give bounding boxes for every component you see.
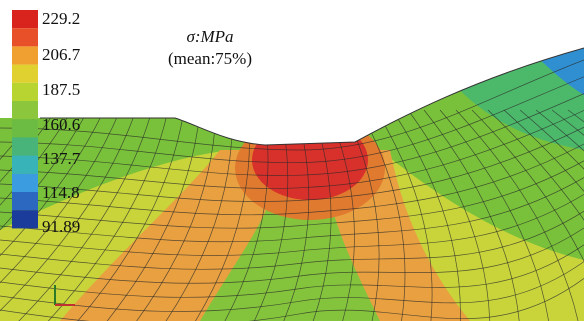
unit-annotation: σ:MPa xyxy=(186,27,233,46)
page: {"legend": {"labels": ["229.2", "206.7",… xyxy=(0,0,584,321)
legend-swatch xyxy=(12,46,38,64)
legend-swatch xyxy=(12,83,38,101)
legend-label: 206.7 xyxy=(42,45,81,64)
legend-swatch xyxy=(12,10,38,28)
legend-swatch xyxy=(12,156,38,174)
legend-swatch xyxy=(12,119,38,137)
legend-swatch xyxy=(12,210,38,228)
legend-swatch xyxy=(12,28,38,46)
legend-swatch xyxy=(12,192,38,210)
legend-label: 91.89 xyxy=(42,217,80,236)
legend-swatch xyxy=(12,101,38,119)
legend-swatch xyxy=(12,174,38,192)
stress-field xyxy=(0,0,584,321)
legend-swatch xyxy=(12,137,38,155)
legend-label: 114.8 xyxy=(42,183,80,202)
legend-label: 187.5 xyxy=(42,80,80,99)
legend-label: 229.2 xyxy=(42,9,80,28)
mean-annotation: (mean:75%) xyxy=(168,49,252,68)
legend xyxy=(12,10,38,228)
contour-plot: 229.2 206.7 187.5 160.6 137.7 114.8 91.8… xyxy=(0,0,584,321)
legend-swatch xyxy=(12,65,38,83)
legend-label: 160.6 xyxy=(42,115,80,134)
legend-label: 137.7 xyxy=(42,149,81,168)
